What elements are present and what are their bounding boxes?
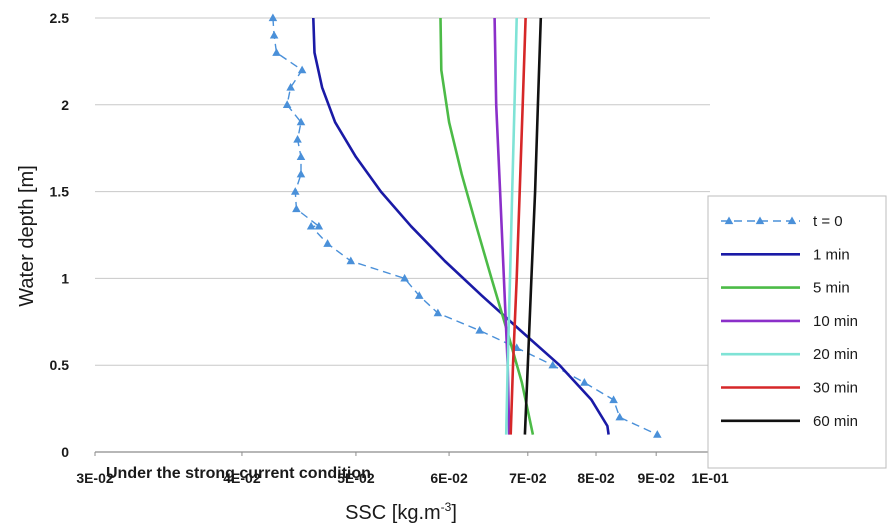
data-point-marker: [580, 378, 589, 386]
y-tick-label: 2: [61, 97, 69, 113]
legend-item-10-min: 10 min: [721, 313, 858, 330]
data-point-marker: [286, 82, 295, 91]
series-line: [272, 17, 658, 436]
data-point-marker: [548, 360, 558, 369]
data-point-marker: [296, 117, 306, 126]
legend-marker: [755, 216, 765, 225]
data-point-marker: [314, 221, 324, 230]
series-line: [523, 17, 543, 435]
y-axis-title: Water depth [m]: [16, 165, 38, 307]
legend-item-30-min: 30 min: [721, 380, 858, 397]
legend-item-5-min: 5 min: [721, 280, 850, 297]
series-t-0: [268, 13, 662, 438]
y-tick-label: 1: [61, 270, 69, 286]
data-point-marker: [475, 325, 484, 334]
data-point-marker: [609, 395, 618, 404]
y-tick-label: 2.5: [50, 10, 70, 26]
x-tick-label: 9E-02: [638, 470, 676, 486]
legend-label: 1 min: [813, 246, 850, 263]
legend-label: 60 min: [813, 413, 858, 430]
data-point-marker: [293, 135, 302, 143]
series-5-min: [439, 17, 535, 435]
x-tick-label: 8E-02: [577, 470, 615, 486]
data-point-marker: [306, 221, 316, 230]
data-point-marker: [414, 291, 424, 299]
series-30-min: [509, 17, 527, 435]
series-line: [504, 17, 518, 435]
legend-item-20-min: 20 min: [721, 346, 858, 363]
axis-layer: 0 0.5 1 1.5 2 2.5 3E-02 4E-02 5E-02 6E-02 7E-02 8E-…: [50, 10, 729, 486]
legend-box: [707, 195, 887, 469]
x-axis-title: SSC [kg.m-3]: [345, 500, 457, 524]
x-tick-label: 1E-01: [691, 470, 729, 486]
legend-item-1-min: 1 min: [721, 246, 850, 263]
data-point-marker: [433, 308, 443, 317]
data-point-marker: [269, 30, 279, 39]
x-axis-title-text: SSC [kg.m: [345, 502, 441, 524]
data-point-marker: [268, 13, 278, 22]
x-axis-title-close: ]: [451, 502, 457, 524]
series-line: [439, 17, 535, 435]
data-point-marker: [653, 430, 662, 438]
data-point-marker: [272, 48, 281, 56]
series-20-min: [504, 17, 518, 435]
data-point-marker: [292, 204, 301, 213]
legend-item-t-0: t = 0: [721, 213, 843, 230]
data-point-marker: [282, 100, 292, 108]
x-tick-label: 6E-02: [430, 470, 468, 486]
data-point-marker: [400, 273, 409, 282]
legend-label: 30 min: [813, 380, 858, 397]
data-point-marker: [290, 187, 300, 195]
data-point-marker: [615, 412, 624, 421]
legend-label: t = 0: [813, 213, 843, 230]
legend-marker: [724, 216, 734, 225]
series-line: [509, 17, 527, 435]
data-point-marker: [346, 256, 356, 265]
y-tick-label: 1.5: [50, 184, 70, 200]
data-point-marker: [323, 239, 332, 247]
x-axis-title-superscript: -3: [441, 500, 452, 514]
legend-label: 20 min: [813, 346, 858, 363]
y-tick-label: 0: [61, 444, 69, 460]
x-tick-label: 7E-02: [509, 470, 547, 486]
x-tick-label: 4E-02: [223, 470, 261, 486]
legend-item-60-min: 60 min: [721, 413, 858, 430]
legend-label: 5 min: [813, 280, 850, 297]
series-layer: [268, 13, 662, 438]
legend-items: t = 0 1 min 5 min 10 min 20 min 30 min 60 min: [721, 213, 858, 430]
chart-annotation: Under the strong current condition: [106, 465, 371, 482]
x-tick-label: 3E-02: [76, 470, 114, 486]
legend-marker: [787, 216, 797, 225]
series-60-min: [523, 17, 543, 435]
legend: t = 0 1 min 5 min 10 min 20 min 30 min 60 min: [707, 195, 887, 469]
x-tick-label: 5E-02: [337, 470, 375, 486]
data-point-marker: [296, 152, 306, 161]
grid-layer: [95, 17, 710, 366]
y-tick-label: 0.5: [50, 357, 70, 373]
data-point-marker: [297, 65, 307, 74]
legend-label: 10 min: [813, 313, 858, 330]
data-point-marker: [296, 169, 306, 178]
series-line: [312, 17, 610, 435]
series-1-min: [312, 17, 610, 435]
